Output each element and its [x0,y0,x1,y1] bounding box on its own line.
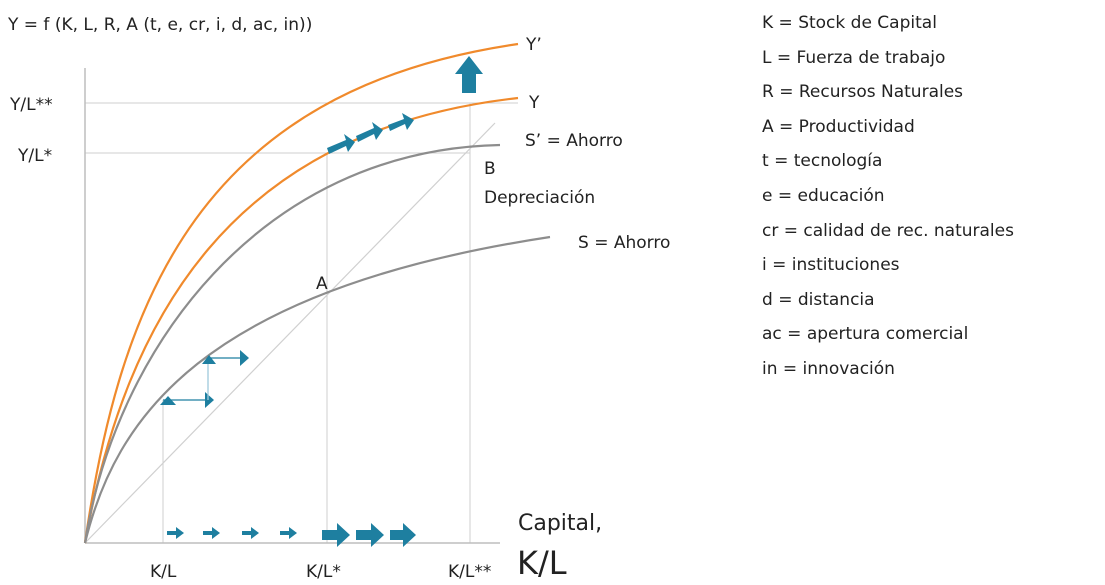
x-axis-arrows [167,523,416,547]
x-axis-title-line2: K/L [517,544,567,582]
y-tick-high: Y/L** [9,95,53,115]
legend-item: d = distancia [762,289,875,310]
legend-item: i = instituciones [762,255,900,276]
axis-arrow-small-3 [242,527,259,539]
depreciation-line [84,122,496,544]
curve-y-prime-label: Y’ [525,35,542,55]
depreciation-label: Depreciación [484,188,595,208]
x-tick-k-2star: K/L** [448,562,491,582]
legend-item: cr = calidad de rec. naturales [762,220,1014,241]
arrow-step-up-2 [202,355,216,364]
arrow-step-up-1 [160,396,176,405]
curve-y-prime [83,42,519,544]
x-tick-k1: K/L [150,562,177,582]
legend-item: K = Stock de Capital [762,13,937,33]
axis-arrow-small-4 [280,527,297,539]
legend-item: ac = apertura comercial [762,324,969,345]
legend-item: L = Fuerza de trabajo [762,47,946,68]
axis-arrow-large-1 [322,523,350,547]
variable-legend: K = Stock de Capital L = Fuerza de traba… [762,6,1014,387]
y-tick-low: Y/L* [17,146,52,166]
up-arrow [455,56,483,93]
legend-item: R = Recursos Naturales [762,82,964,103]
legend-item: A = Productividad [762,116,915,137]
formula-label: Y = f (K, L, R, A (t, e, cr, i, d, ac, i… [7,15,312,35]
arrow-on-curve-1 [327,134,355,154]
point-b-label: B [484,159,496,179]
curve-s [83,235,551,544]
curve-y-label: Y [528,93,540,113]
curve-y-arrows [327,113,414,154]
arrow-on-curve-2 [356,122,383,142]
axis-arrow-large-2 [356,523,384,547]
saving-steps [160,350,249,408]
curve-s-label: S = Ahorro [578,233,670,253]
x-tick-k-star: K/L* [306,562,341,582]
arrow-on-curve-3 [388,113,414,131]
arrow-step-right-1 [205,392,214,408]
arrow-step-right-2 [240,350,249,366]
curve-s-prime [83,143,501,544]
axis-arrow-large-3 [390,523,416,547]
axis-arrow-small-1 [167,527,184,539]
point-a-label: A [316,274,328,294]
axis-arrow-small-2 [203,527,220,539]
x-axis-title-line1: Capital, [518,511,602,536]
curve-s-prime-label: S’ = Ahorro [525,131,623,151]
legend-item: in = innovación [762,358,895,379]
legend-item: t = tecnología [762,151,883,172]
legend-item: e = educación [762,185,885,206]
